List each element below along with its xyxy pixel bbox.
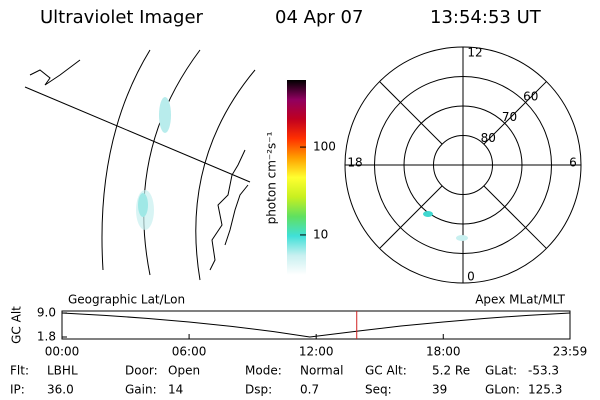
- field-value: 5.2 Re: [432, 364, 470, 378]
- field-value: 125.3: [528, 383, 562, 397]
- lat-label: 70: [502, 110, 517, 124]
- aurora: [136, 190, 154, 230]
- x-tick-label: 06:00: [172, 345, 207, 359]
- field-value: Open: [168, 364, 200, 378]
- y-tick-label: 1.8: [37, 330, 56, 344]
- field-label: Dsp:: [245, 383, 272, 397]
- field-value: 39: [432, 383, 447, 397]
- diag-meridian: [379, 185, 443, 249]
- date: 04 Apr 07: [275, 7, 363, 28]
- field-label: Door:: [125, 364, 158, 378]
- x-tick-label: 18:00: [426, 345, 461, 359]
- grid-arc: [101, 49, 151, 271]
- field-label: GLon:: [485, 383, 520, 397]
- field-value: 36.0: [47, 383, 74, 397]
- instrument: Ultraviolet Imager: [40, 7, 204, 28]
- aurora: [423, 211, 433, 217]
- field-label: IP:: [10, 383, 25, 397]
- hour-label: 0: [467, 270, 475, 284]
- grid-arc: [195, 69, 256, 281]
- hour-label: 18: [347, 156, 362, 170]
- left-title: Geographic Lat/Lon: [68, 293, 185, 307]
- terminator-line: [24, 86, 251, 183]
- y-axis-label: GC Alt: [10, 306, 24, 344]
- diag-meridian: [483, 185, 547, 249]
- field-value: LBHL: [47, 364, 78, 378]
- diag-meridian: [483, 81, 547, 145]
- field-value: 0.7: [300, 383, 319, 397]
- coastline: [29, 59, 81, 86]
- field-value: -53.3: [528, 364, 559, 378]
- hour-label: 6: [569, 156, 577, 170]
- aurora: [456, 235, 468, 241]
- field-label: GC Alt:: [365, 364, 407, 378]
- field-label: Flt:: [10, 364, 29, 378]
- field-label: Gain:: [125, 383, 157, 397]
- lat-label: 80: [481, 131, 496, 145]
- colorbar-tick-label: 100: [313, 140, 336, 154]
- right-title: Apex MLat/MLT: [475, 293, 565, 307]
- coastline: [209, 149, 246, 271]
- field-value: Normal: [300, 364, 343, 378]
- x-tick-label: 23:59: [553, 345, 588, 359]
- colorbar: [287, 80, 306, 275]
- y-tick-label: 9.0: [37, 306, 56, 320]
- diag-meridian: [379, 81, 443, 145]
- grid-arc: [143, 49, 201, 276]
- coastline: [224, 184, 249, 246]
- colorbar-tick-label: 10: [313, 227, 328, 241]
- altitude-line: [61, 312, 571, 338]
- hour-label: 12: [467, 46, 482, 60]
- colorbar-label: photon cm⁻²s⁻¹: [265, 131, 279, 224]
- field-value: 14: [168, 383, 183, 397]
- x-tick-label: 12:00: [299, 345, 334, 359]
- x-tick-label: 00:00: [45, 345, 80, 359]
- time: 13:54:53 UT: [430, 7, 542, 28]
- field-label: Mode:: [245, 364, 282, 378]
- field-label: Seq:: [365, 383, 392, 397]
- map: [24, 49, 256, 281]
- field-label: GLat:: [485, 364, 517, 378]
- aurora: [159, 97, 171, 133]
